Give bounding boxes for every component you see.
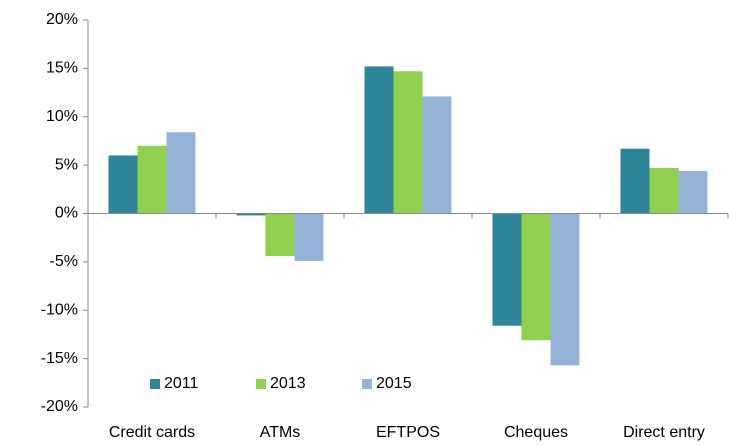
- bar: [550, 213, 580, 366]
- bar: [521, 213, 551, 341]
- bar: [236, 213, 266, 216]
- y-tick-label: 20%: [46, 11, 78, 28]
- bar: [620, 148, 650, 214]
- y-tick-label: -20%: [41, 398, 78, 415]
- x-tick-label: Cheques: [504, 424, 568, 441]
- bar: [265, 213, 295, 257]
- legend-swatch: [256, 379, 266, 389]
- bar: [108, 155, 138, 214]
- bar: [364, 66, 394, 214]
- y-tick-label: -15%: [41, 350, 78, 367]
- bar: [137, 145, 167, 214]
- legend-label: 2011: [164, 375, 199, 392]
- x-tick-label: ATMs: [260, 424, 301, 441]
- bar: [649, 168, 679, 214]
- bar: [294, 213, 324, 261]
- y-tick-label: 0%: [55, 205, 78, 222]
- y-tick-label: 10%: [46, 108, 78, 125]
- y-tick-label: 5%: [55, 156, 78, 173]
- bar: [393, 71, 423, 214]
- legend-label: 2013: [270, 375, 306, 392]
- y-tick-label: -5%: [50, 253, 78, 270]
- legend-label: 2015: [376, 375, 412, 392]
- bar: [166, 132, 196, 214]
- y-tick-label: -10%: [41, 301, 78, 318]
- y-tick-label: 15%: [46, 60, 78, 77]
- legend-swatch: [150, 379, 160, 389]
- x-tick-label: Direct entry: [623, 424, 705, 441]
- x-tick-label: EFTPOS: [376, 424, 440, 441]
- bar: [678, 170, 708, 214]
- x-tick-label: Credit cards: [109, 424, 195, 441]
- bar: [422, 96, 452, 214]
- legend-swatch: [362, 379, 372, 389]
- bar: [492, 213, 522, 326]
